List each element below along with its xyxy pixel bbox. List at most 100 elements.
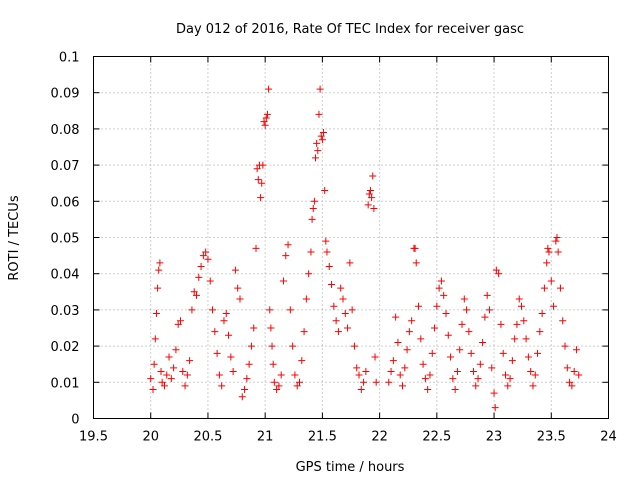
data-point <box>545 248 553 256</box>
data-point <box>263 110 271 118</box>
data-point <box>515 295 523 303</box>
data-point <box>257 194 265 202</box>
data-point <box>234 284 242 292</box>
data-point <box>415 302 423 310</box>
data-point <box>499 349 507 357</box>
data-point <box>566 378 574 386</box>
data-point <box>310 197 318 205</box>
data-point <box>529 382 537 390</box>
data-point <box>368 194 376 202</box>
data-point <box>364 201 372 209</box>
data-point <box>392 313 400 321</box>
data-point <box>366 186 374 194</box>
data-point <box>157 367 165 375</box>
data-point <box>243 375 251 383</box>
data-point <box>522 335 530 343</box>
data-point <box>552 237 560 245</box>
y-tick-label: 0.04 <box>51 268 80 283</box>
data-point <box>252 244 260 252</box>
data-point <box>220 317 228 325</box>
data-point <box>568 382 576 390</box>
y-tick-label: 0.07 <box>51 159 80 174</box>
data-point <box>160 382 168 390</box>
y-tick-label: 0.01 <box>51 376 80 391</box>
data-point <box>158 378 166 386</box>
data-point <box>261 121 269 129</box>
data-point <box>183 371 191 379</box>
data-point <box>330 302 338 310</box>
data-point <box>385 378 393 386</box>
data-point <box>155 266 163 274</box>
data-point <box>431 324 439 332</box>
data-point <box>485 306 493 314</box>
data-point <box>259 161 267 169</box>
data-point <box>508 357 516 365</box>
x-tick-label: 23.5 <box>537 430 566 445</box>
data-point <box>540 284 548 292</box>
data-point <box>227 353 235 361</box>
data-point <box>399 382 406 390</box>
data-point <box>426 371 434 379</box>
data-point <box>209 306 217 314</box>
data-point <box>456 346 464 354</box>
data-point <box>195 273 203 281</box>
data-point <box>435 284 443 292</box>
data-point <box>424 386 432 394</box>
data-point <box>467 349 475 357</box>
x-tick-label: 21.5 <box>308 430 337 445</box>
data-point <box>554 248 562 256</box>
data-point <box>179 367 187 375</box>
data-point <box>453 367 461 375</box>
data-point <box>258 179 266 187</box>
data-point <box>318 136 326 144</box>
data-point <box>265 85 273 93</box>
data-point <box>449 375 457 383</box>
data-point <box>458 320 466 328</box>
data-point <box>328 281 336 289</box>
data-point <box>421 375 429 383</box>
data-point <box>204 255 212 263</box>
data-point <box>428 349 436 357</box>
data-point <box>277 371 285 379</box>
y-tick-label: 0.06 <box>51 195 80 210</box>
data-point <box>151 335 159 343</box>
data-point <box>215 371 223 379</box>
data-point <box>371 353 379 361</box>
y-tick-label: 0.09 <box>51 87 80 102</box>
data-point <box>302 295 310 303</box>
data-point <box>419 360 427 368</box>
data-point <box>483 291 491 299</box>
data-point <box>307 248 315 256</box>
x-tick-label: 20.5 <box>193 430 222 445</box>
data-point <box>267 324 275 332</box>
data-point <box>289 342 297 350</box>
data-point <box>332 317 340 325</box>
data-point <box>527 367 535 375</box>
x-tick-label: 19.5 <box>79 430 108 445</box>
data-point <box>197 262 205 270</box>
data-point <box>213 349 221 357</box>
y-tick-label: 0.02 <box>51 340 80 355</box>
data-point <box>245 360 253 368</box>
data-point <box>156 259 164 267</box>
data-point <box>312 154 320 162</box>
data-point <box>405 328 413 336</box>
data-point <box>451 386 459 394</box>
data-point <box>286 306 294 314</box>
data-point <box>437 277 445 285</box>
data-point <box>444 331 452 339</box>
data-point <box>250 324 258 332</box>
data-point <box>394 338 402 346</box>
data-point <box>238 393 246 401</box>
data-point <box>504 382 512 390</box>
data-point <box>474 375 482 383</box>
data-point <box>254 176 262 184</box>
data-point <box>538 310 546 318</box>
data-point <box>322 237 330 245</box>
data-point <box>190 288 198 296</box>
data-point <box>269 360 277 368</box>
data-point <box>309 205 317 213</box>
data-point <box>492 266 500 274</box>
data-point <box>206 277 214 285</box>
